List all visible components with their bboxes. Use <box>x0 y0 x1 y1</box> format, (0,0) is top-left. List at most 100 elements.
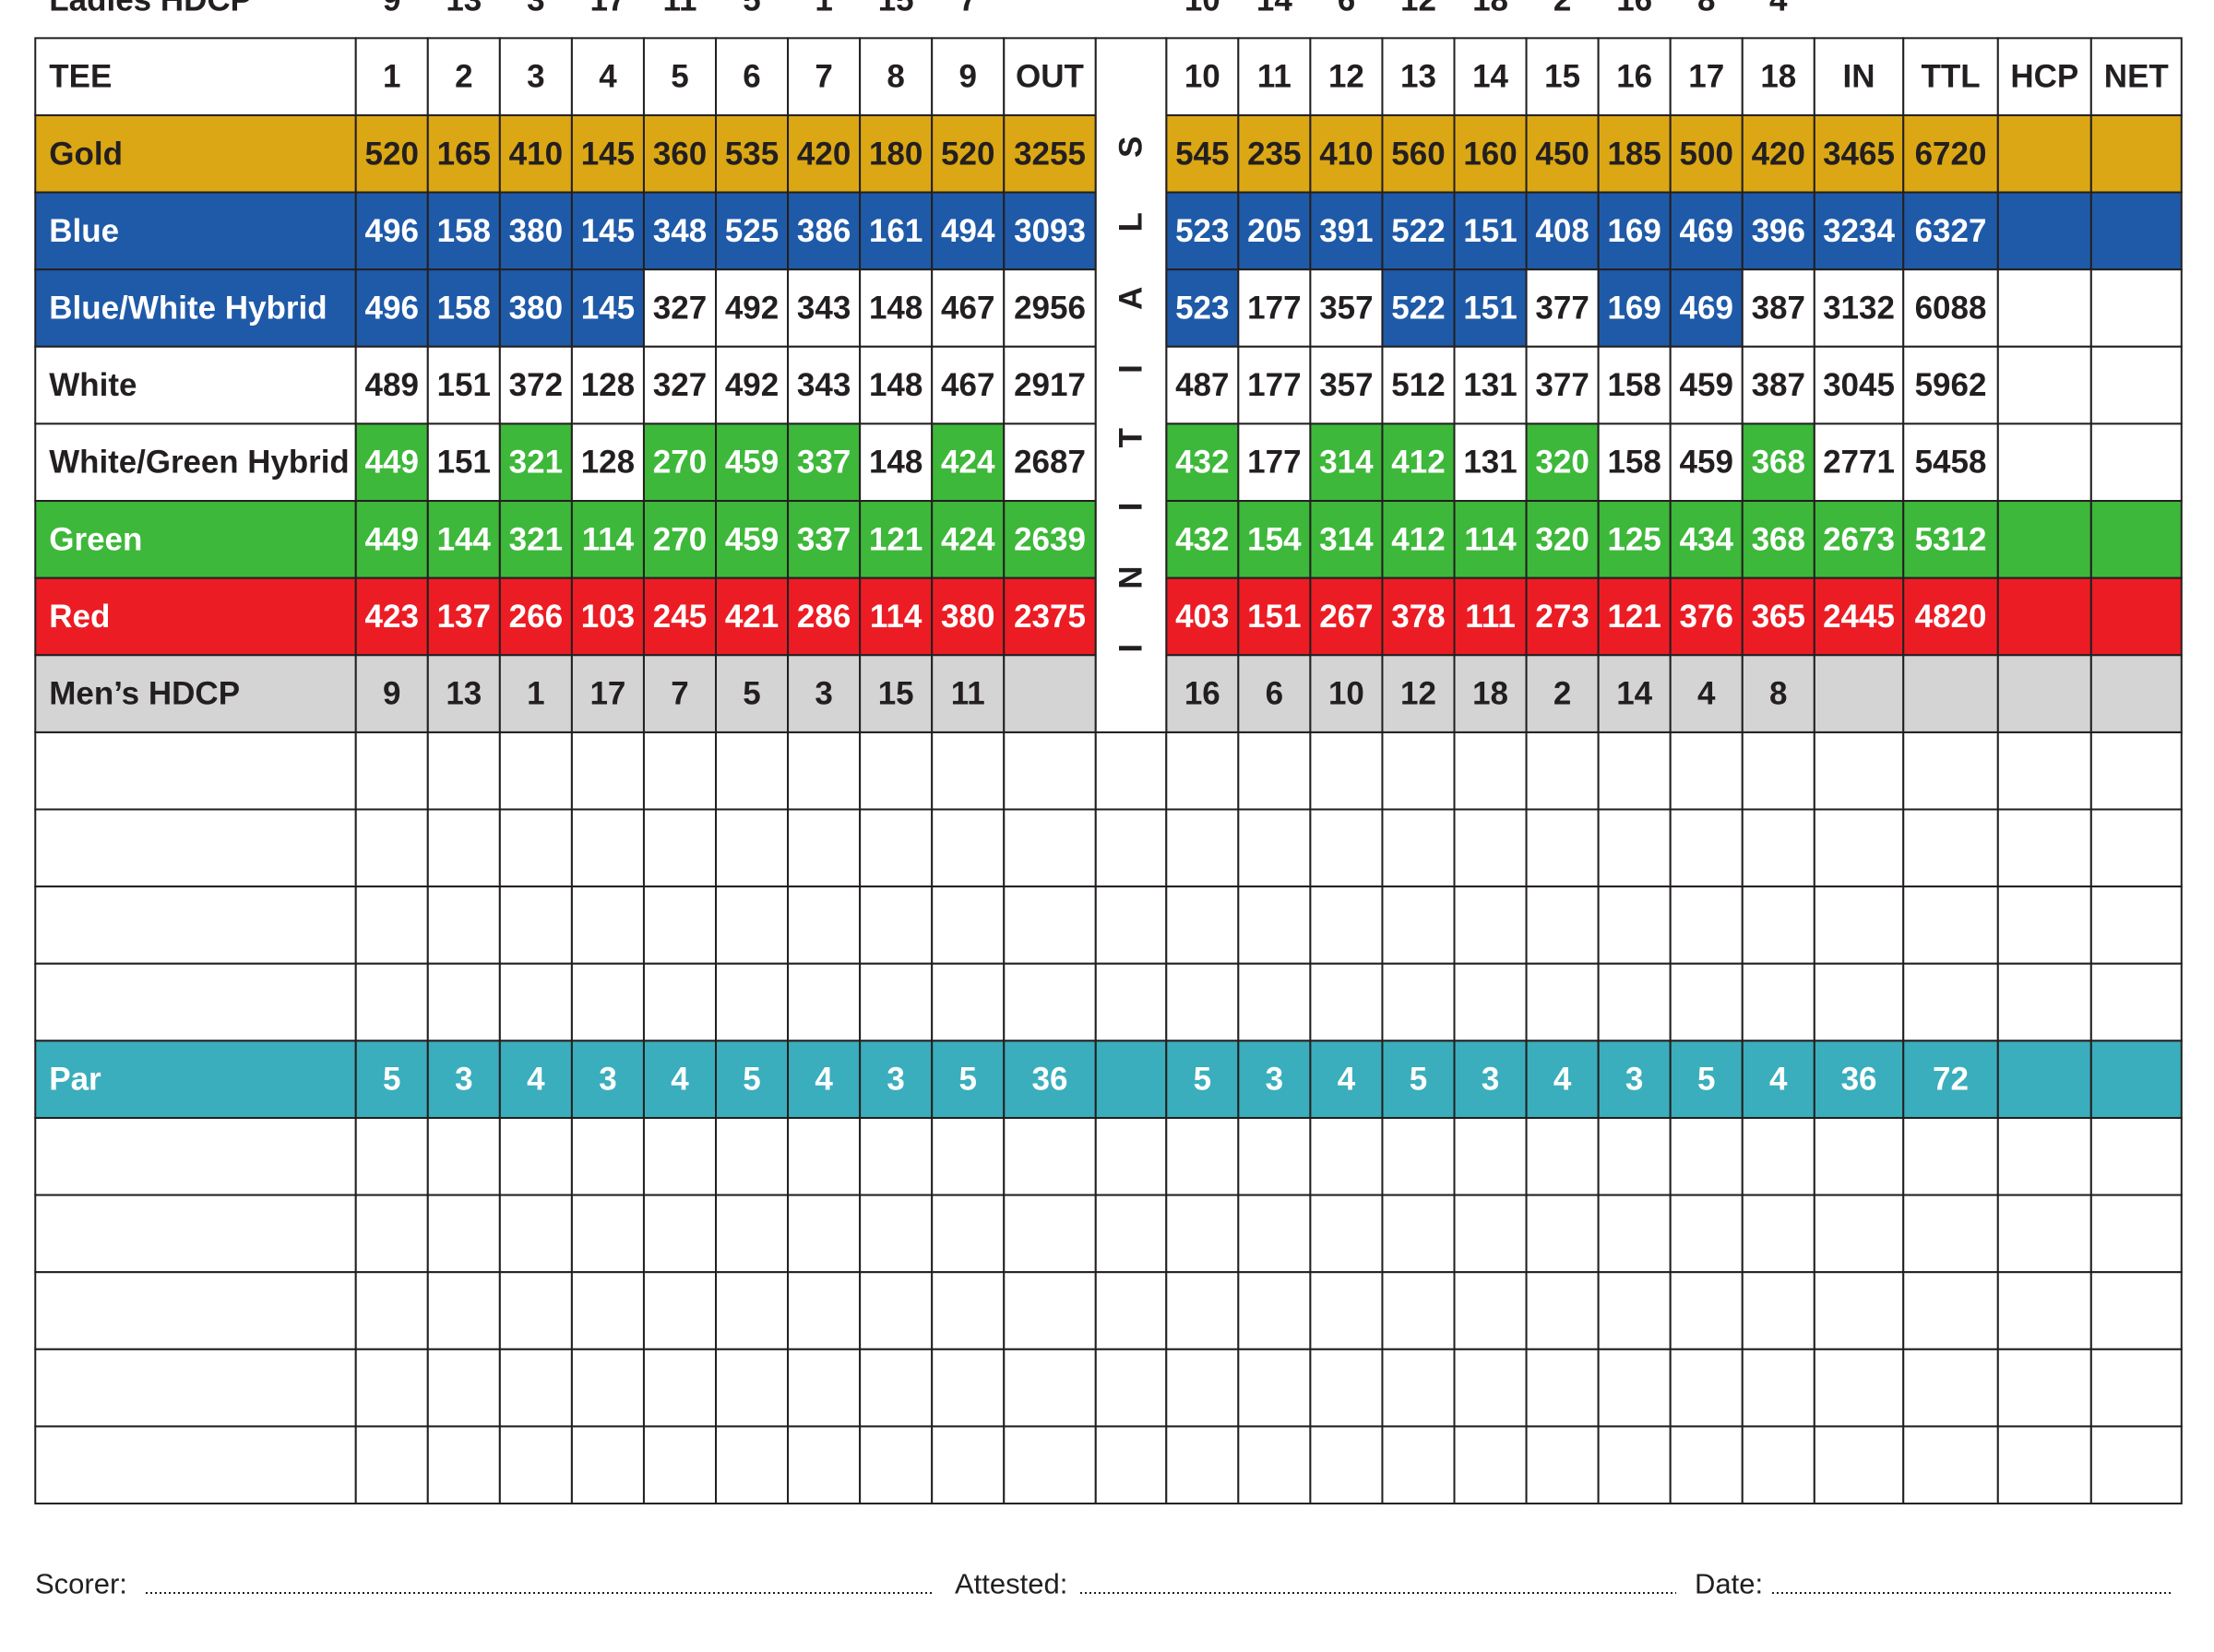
yardage: 327 <box>653 290 707 326</box>
blank-cell <box>642 1425 718 1505</box>
blank-cell <box>1381 731 1456 811</box>
score-cell <box>1381 422 1456 503</box>
blank-cell <box>1453 1194 1528 1274</box>
blank-cell <box>1813 1425 1905 1505</box>
blank-cell <box>1453 1271 1528 1350</box>
tee-label: White/Green Hybrid <box>49 445 349 481</box>
tee-label-cell <box>34 500 357 579</box>
blank-cell <box>1996 885 2092 965</box>
blank-cell <box>34 1116 357 1196</box>
yardage: 522 <box>1391 290 1445 326</box>
hole-number: 10 <box>1184 59 1220 95</box>
blank-cell <box>354 1348 429 1428</box>
score-cell <box>1597 654 1672 733</box>
yardage: 387 <box>1752 290 1805 326</box>
score-cell <box>570 191 645 271</box>
score-cell <box>354 191 429 271</box>
score-cell <box>1741 1040 1815 1119</box>
blank-cell <box>642 731 718 811</box>
blank-cell <box>34 1271 357 1350</box>
blank-cell <box>931 1194 1006 1274</box>
yardage: 125 <box>1607 521 1660 557</box>
blank-cell <box>1003 962 1097 1042</box>
blank-cell <box>1165 1348 1240 1428</box>
yardage: 5 <box>383 1062 400 1098</box>
yardage: 270 <box>653 521 707 557</box>
score-cell <box>715 113 790 194</box>
yardage: 161 <box>869 213 922 249</box>
yardage: 266 <box>509 599 563 635</box>
score-cell <box>1309 500 1384 579</box>
blank-cell <box>1453 962 1528 1042</box>
yardage: 314 <box>1319 521 1374 557</box>
yardage: 469 <box>1680 213 1733 249</box>
blank-cell <box>1381 1348 1456 1428</box>
blank-cell <box>1597 1271 1672 1350</box>
blank-cell <box>426 1194 501 1274</box>
score-cell <box>1381 345 1456 425</box>
grand-total: 6720 <box>1915 136 1987 172</box>
total-cell <box>2089 1040 2183 1119</box>
yardage: 131 <box>1463 367 1517 403</box>
tee-label: Par <box>49 1062 101 1098</box>
yardage: 520 <box>365 136 419 172</box>
yardage: 449 <box>365 521 419 557</box>
score-cell <box>1309 654 1384 733</box>
score-table: TEE 1 2 3 4 5 6 7 8 9 OUT 10 11 12 13 14 15 16 17 18 IN TTL HC… <box>34 0 2183 1505</box>
yardage: 286 <box>797 599 851 635</box>
blank-cell <box>1237 1116 1312 1196</box>
yardage: 185 <box>1607 136 1660 172</box>
blank-cell <box>1165 731 1240 811</box>
blank-cell <box>1902 731 1999 811</box>
out-total: 2375 <box>1014 599 1086 635</box>
hole-number: 5 <box>671 59 688 95</box>
score-cell <box>498 576 573 657</box>
yardage: 327 <box>653 367 707 403</box>
blank-cell <box>787 962 862 1042</box>
blank-cell <box>1669 808 1744 888</box>
score-cell <box>570 113 645 194</box>
score-cell <box>715 422 790 503</box>
yardage: 8 <box>1697 0 1715 18</box>
blank-cell <box>34 731 357 811</box>
score-cell <box>787 345 862 425</box>
blank-cell <box>1902 962 1999 1042</box>
blank-cell <box>1003 1116 1097 1196</box>
yardage: 9 <box>383 0 400 18</box>
yardage: 492 <box>725 367 779 403</box>
in-total: 36 <box>1841 1062 1877 1098</box>
total-cell <box>1902 654 1999 733</box>
yardage: 434 <box>1680 521 1734 557</box>
blank-cell <box>1237 731 1312 811</box>
yardage: 1 <box>815 0 832 18</box>
blank-cell <box>642 885 718 965</box>
score-cell <box>715 191 790 271</box>
blank-cell <box>1453 1116 1528 1196</box>
yardage: 15 <box>878 676 914 712</box>
yardage: 4 <box>671 1062 689 1098</box>
blank-cell <box>1094 1348 1168 1428</box>
initials-cell <box>1094 1040 1168 1119</box>
score-cell <box>859 191 934 271</box>
tee-label: Red <box>49 599 110 635</box>
blank-cell <box>354 1425 429 1505</box>
yardage: 5 <box>958 1062 976 1098</box>
blank-cell <box>354 808 429 888</box>
yardage: 158 <box>1607 367 1660 403</box>
total-cell <box>1813 500 1905 579</box>
yardage: 6 <box>1266 676 1283 712</box>
blank-cell <box>931 1271 1006 1350</box>
hole-number: 17 <box>1688 59 1724 95</box>
score-cell <box>931 422 1006 503</box>
score-cell <box>426 113 501 194</box>
yardage: 410 <box>509 136 563 172</box>
total-cell <box>1902 422 1999 503</box>
blank-cell <box>1094 885 1168 965</box>
grand-total: 6327 <box>1915 213 1987 249</box>
header-cell <box>2089 37 2183 116</box>
grand-total: 5962 <box>1915 367 1987 403</box>
attested-label: Attested: <box>955 1568 1067 1600</box>
yardage: 337 <box>797 521 851 557</box>
date-label: Date: <box>1695 1568 1763 1600</box>
blank-cell <box>498 962 573 1042</box>
